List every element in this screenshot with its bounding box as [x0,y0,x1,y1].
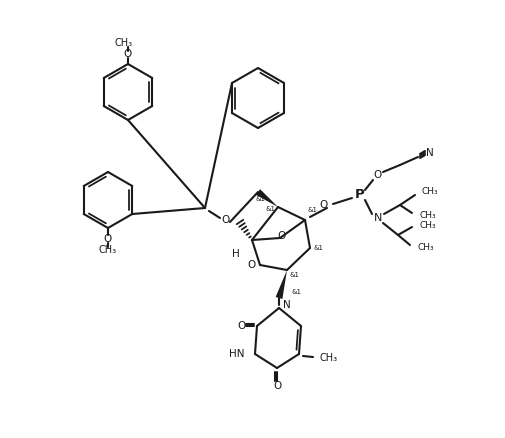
Text: &1: &1 [308,207,318,213]
Text: O: O [374,170,382,180]
Text: O: O [273,381,281,391]
Text: O: O [319,200,327,210]
Text: &1: &1 [265,206,275,212]
Text: CH₃: CH₃ [319,353,337,363]
Text: O: O [278,231,286,241]
Text: CH₃: CH₃ [422,187,439,197]
Text: O: O [248,260,256,270]
Text: &1: &1 [313,245,323,251]
Polygon shape [276,270,287,299]
Text: &1: &1 [290,272,300,278]
Text: O: O [237,321,245,331]
Text: N: N [426,148,434,158]
Text: P: P [355,188,365,201]
Text: CH₃: CH₃ [115,38,133,48]
Text: CH₃: CH₃ [419,212,436,220]
Text: O: O [104,234,112,244]
Text: O: O [124,49,132,59]
Text: &1: &1 [292,289,302,295]
Text: N: N [283,300,291,310]
Text: CH₃: CH₃ [417,244,434,252]
Text: HN: HN [229,349,245,359]
Text: H: H [232,249,240,259]
Text: N: N [374,213,382,223]
Text: CH₃: CH₃ [419,220,436,230]
Text: CH₃: CH₃ [99,245,117,255]
Text: O: O [221,215,229,225]
Text: &1: &1 [256,196,266,202]
Polygon shape [256,189,278,207]
